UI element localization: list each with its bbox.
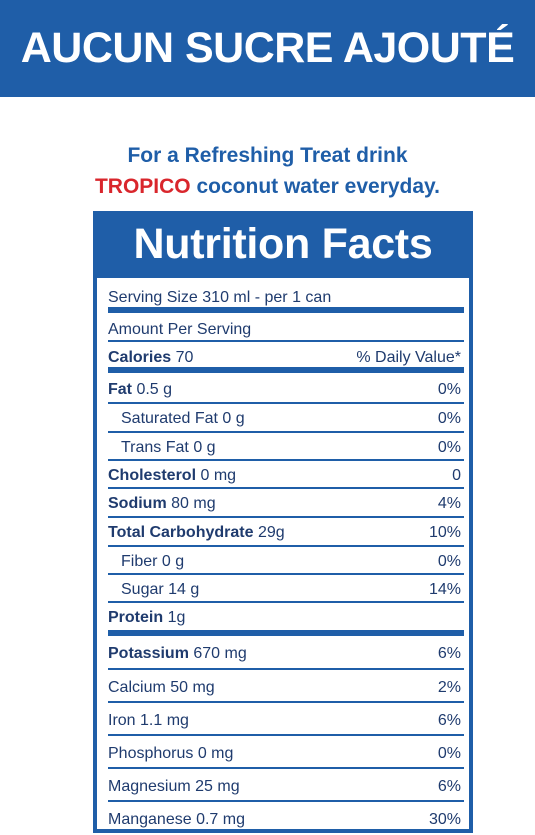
tagline-line-2: TROPICO coconut water everyday. [0, 175, 535, 199]
nutrient-row: Phosphorus 0 mg 0% [108, 737, 461, 763]
divider [108, 573, 464, 575]
calories-value: 70 [175, 349, 194, 366]
nutrient-row: Potassium 670 mg 6% [108, 638, 461, 663]
brand-name: TROPICO [94, 175, 191, 198]
nutrient-row: Fiber 0 g 0% [108, 546, 461, 571]
nutrient-amount: Magnesium 25 mg [108, 778, 240, 795]
nutrient-row: Magnesium 25 mg 6% [108, 770, 461, 796]
banner-text: AUCUN SUCRE AJOUTÉ [20, 24, 515, 72]
nutrient-name: Sugar 14 g [108, 581, 199, 599]
nutrient-amount: 0 mg [200, 467, 237, 484]
no-sugar-banner: AUCUN SUCRE AJOUTÉ [0, 0, 535, 97]
daily-value-percent: 0 [452, 467, 461, 484]
calories-label: Calories [108, 349, 172, 366]
daily-value-percent: 0% [437, 381, 461, 398]
nutrient-row: Fat 0.5 g 0% [108, 374, 461, 399]
nutrient-name: Trans Fat 0 g [108, 439, 216, 457]
nutrient-name: Total Carbohydrate 29g [108, 524, 285, 542]
nutrient-row: Protein 1g [108, 602, 461, 627]
nutrient-row: Manganese 0.7 mg 30% [108, 803, 461, 829]
divider [108, 734, 464, 736]
nutrient-name: Iron 1.1 mg [108, 712, 189, 730]
daily-value-percent: 2% [437, 679, 461, 696]
nutrient-amount: 29g [257, 524, 285, 541]
daily-value-percent: 0% [437, 745, 461, 762]
nutrient-amount: Trans Fat 0 g [121, 439, 216, 456]
nutrient-amount: 1g [167, 609, 186, 626]
divider [108, 516, 464, 518]
nutrition-facts-label: Nutrition Facts Serving Size 310 ml - pe… [93, 211, 473, 833]
serving-size: Serving Size 310 ml - per 1 can [108, 289, 332, 306]
nutrient-name: Potassium 670 mg [108, 645, 247, 663]
nutrient-row: Saturated Fat 0 g 0% [108, 403, 461, 428]
daily-value-percent: 0% [437, 410, 461, 427]
nutrient-bold-name: Cholesterol [108, 467, 197, 484]
serving-size-row: Serving Size 310 ml - per 1 can [108, 281, 461, 307]
divider [108, 800, 464, 802]
nutrient-amount: Sugar 14 g [121, 581, 200, 598]
nutrient-name: Fiber 0 g [108, 553, 184, 571]
divider-thick [108, 630, 464, 636]
nutrient-amount: 0.5 g [136, 381, 173, 398]
nutrient-bold-name: Sodium [108, 495, 167, 512]
daily-value-percent: 6% [437, 645, 461, 662]
divider-thick [108, 307, 464, 313]
nutrient-name: Phosphorus 0 mg [108, 745, 233, 763]
divider [108, 545, 464, 547]
nutrient-amount: Fiber 0 g [121, 553, 185, 570]
divider [108, 668, 464, 670]
divider [108, 601, 464, 603]
nutrient-row: Total Carbohydrate 29g 10% [108, 517, 461, 542]
nutrient-amount: 670 mg [193, 645, 247, 662]
nutrient-name: Calcium 50 mg [108, 679, 215, 697]
nutrient-name: Sodium 80 mg [108, 495, 216, 513]
nutrient-name: Magnesium 25 mg [108, 778, 240, 796]
daily-value-percent: 0% [437, 439, 461, 456]
nutrient-bold-name: Protein [108, 609, 164, 626]
nutrient-name: Manganese 0.7 mg [108, 811, 245, 829]
nutrient-amount: Saturated Fat 0 g [121, 410, 245, 427]
divider [108, 701, 464, 703]
nutrient-name: Cholesterol 0 mg [108, 467, 236, 485]
nutrient-row: Calcium 50 mg 2% [108, 671, 461, 697]
daily-value-percent: 6% [437, 712, 461, 729]
nutrient-row: Cholesterol 0 mg 0 [108, 460, 461, 485]
daily-value-percent: 14% [428, 581, 461, 598]
divider [108, 767, 464, 769]
nutrient-row: Iron 1.1 mg 6% [108, 704, 461, 730]
nutrient-amount: 80 mg [171, 495, 216, 512]
tagline-rest: coconut water everyday. [190, 175, 441, 198]
divider-thick [108, 367, 464, 373]
daily-value-percent: 0% [437, 553, 461, 570]
nutrient-bold-name: Potassium [108, 645, 189, 662]
daily-value-percent: 6% [437, 778, 461, 795]
daily-value-percent: 30% [428, 811, 461, 828]
amount-per-serving-row: Amount Per Serving [108, 315, 461, 339]
nutrient-row: Sugar 14 g 14% [108, 574, 461, 599]
nutrient-name: Saturated Fat 0 g [108, 410, 245, 428]
nutrient-name: Protein 1g [108, 609, 185, 627]
label-panel: Serving Size 310 ml - per 1 can Amount P… [97, 278, 469, 829]
nutrient-row: Sodium 80 mg 4% [108, 488, 461, 513]
divider [108, 431, 464, 433]
nutrient-name: Fat 0.5 g [108, 381, 172, 399]
calories-row: Calories 70 % Daily Value* [108, 341, 461, 367]
divider [108, 459, 464, 461]
divider [108, 402, 464, 404]
daily-value-percent: 4% [437, 495, 461, 512]
daily-value-percent: 10% [428, 524, 461, 541]
nutrient-bold-name: Fat [108, 381, 132, 398]
label-title: Nutrition Facts [133, 220, 433, 268]
nutrient-amount: Iron 1.1 mg [108, 712, 189, 729]
tagline-line-1: For a Refreshing Treat drink [127, 144, 408, 167]
daily-value-header: % Daily Value* [356, 349, 461, 366]
divider [108, 487, 464, 489]
nutrient-amount: Manganese 0.7 mg [108, 811, 245, 828]
nutrient-amount: Calcium 50 mg [108, 679, 215, 696]
nutrient-amount: Phosphorus 0 mg [108, 745, 234, 762]
nutrient-bold-name: Total Carbohydrate [108, 524, 254, 541]
amount-per-serving: Amount Per Serving [108, 321, 252, 338]
nutrient-row: Trans Fat 0 g 0% [108, 432, 461, 457]
divider [108, 340, 464, 342]
